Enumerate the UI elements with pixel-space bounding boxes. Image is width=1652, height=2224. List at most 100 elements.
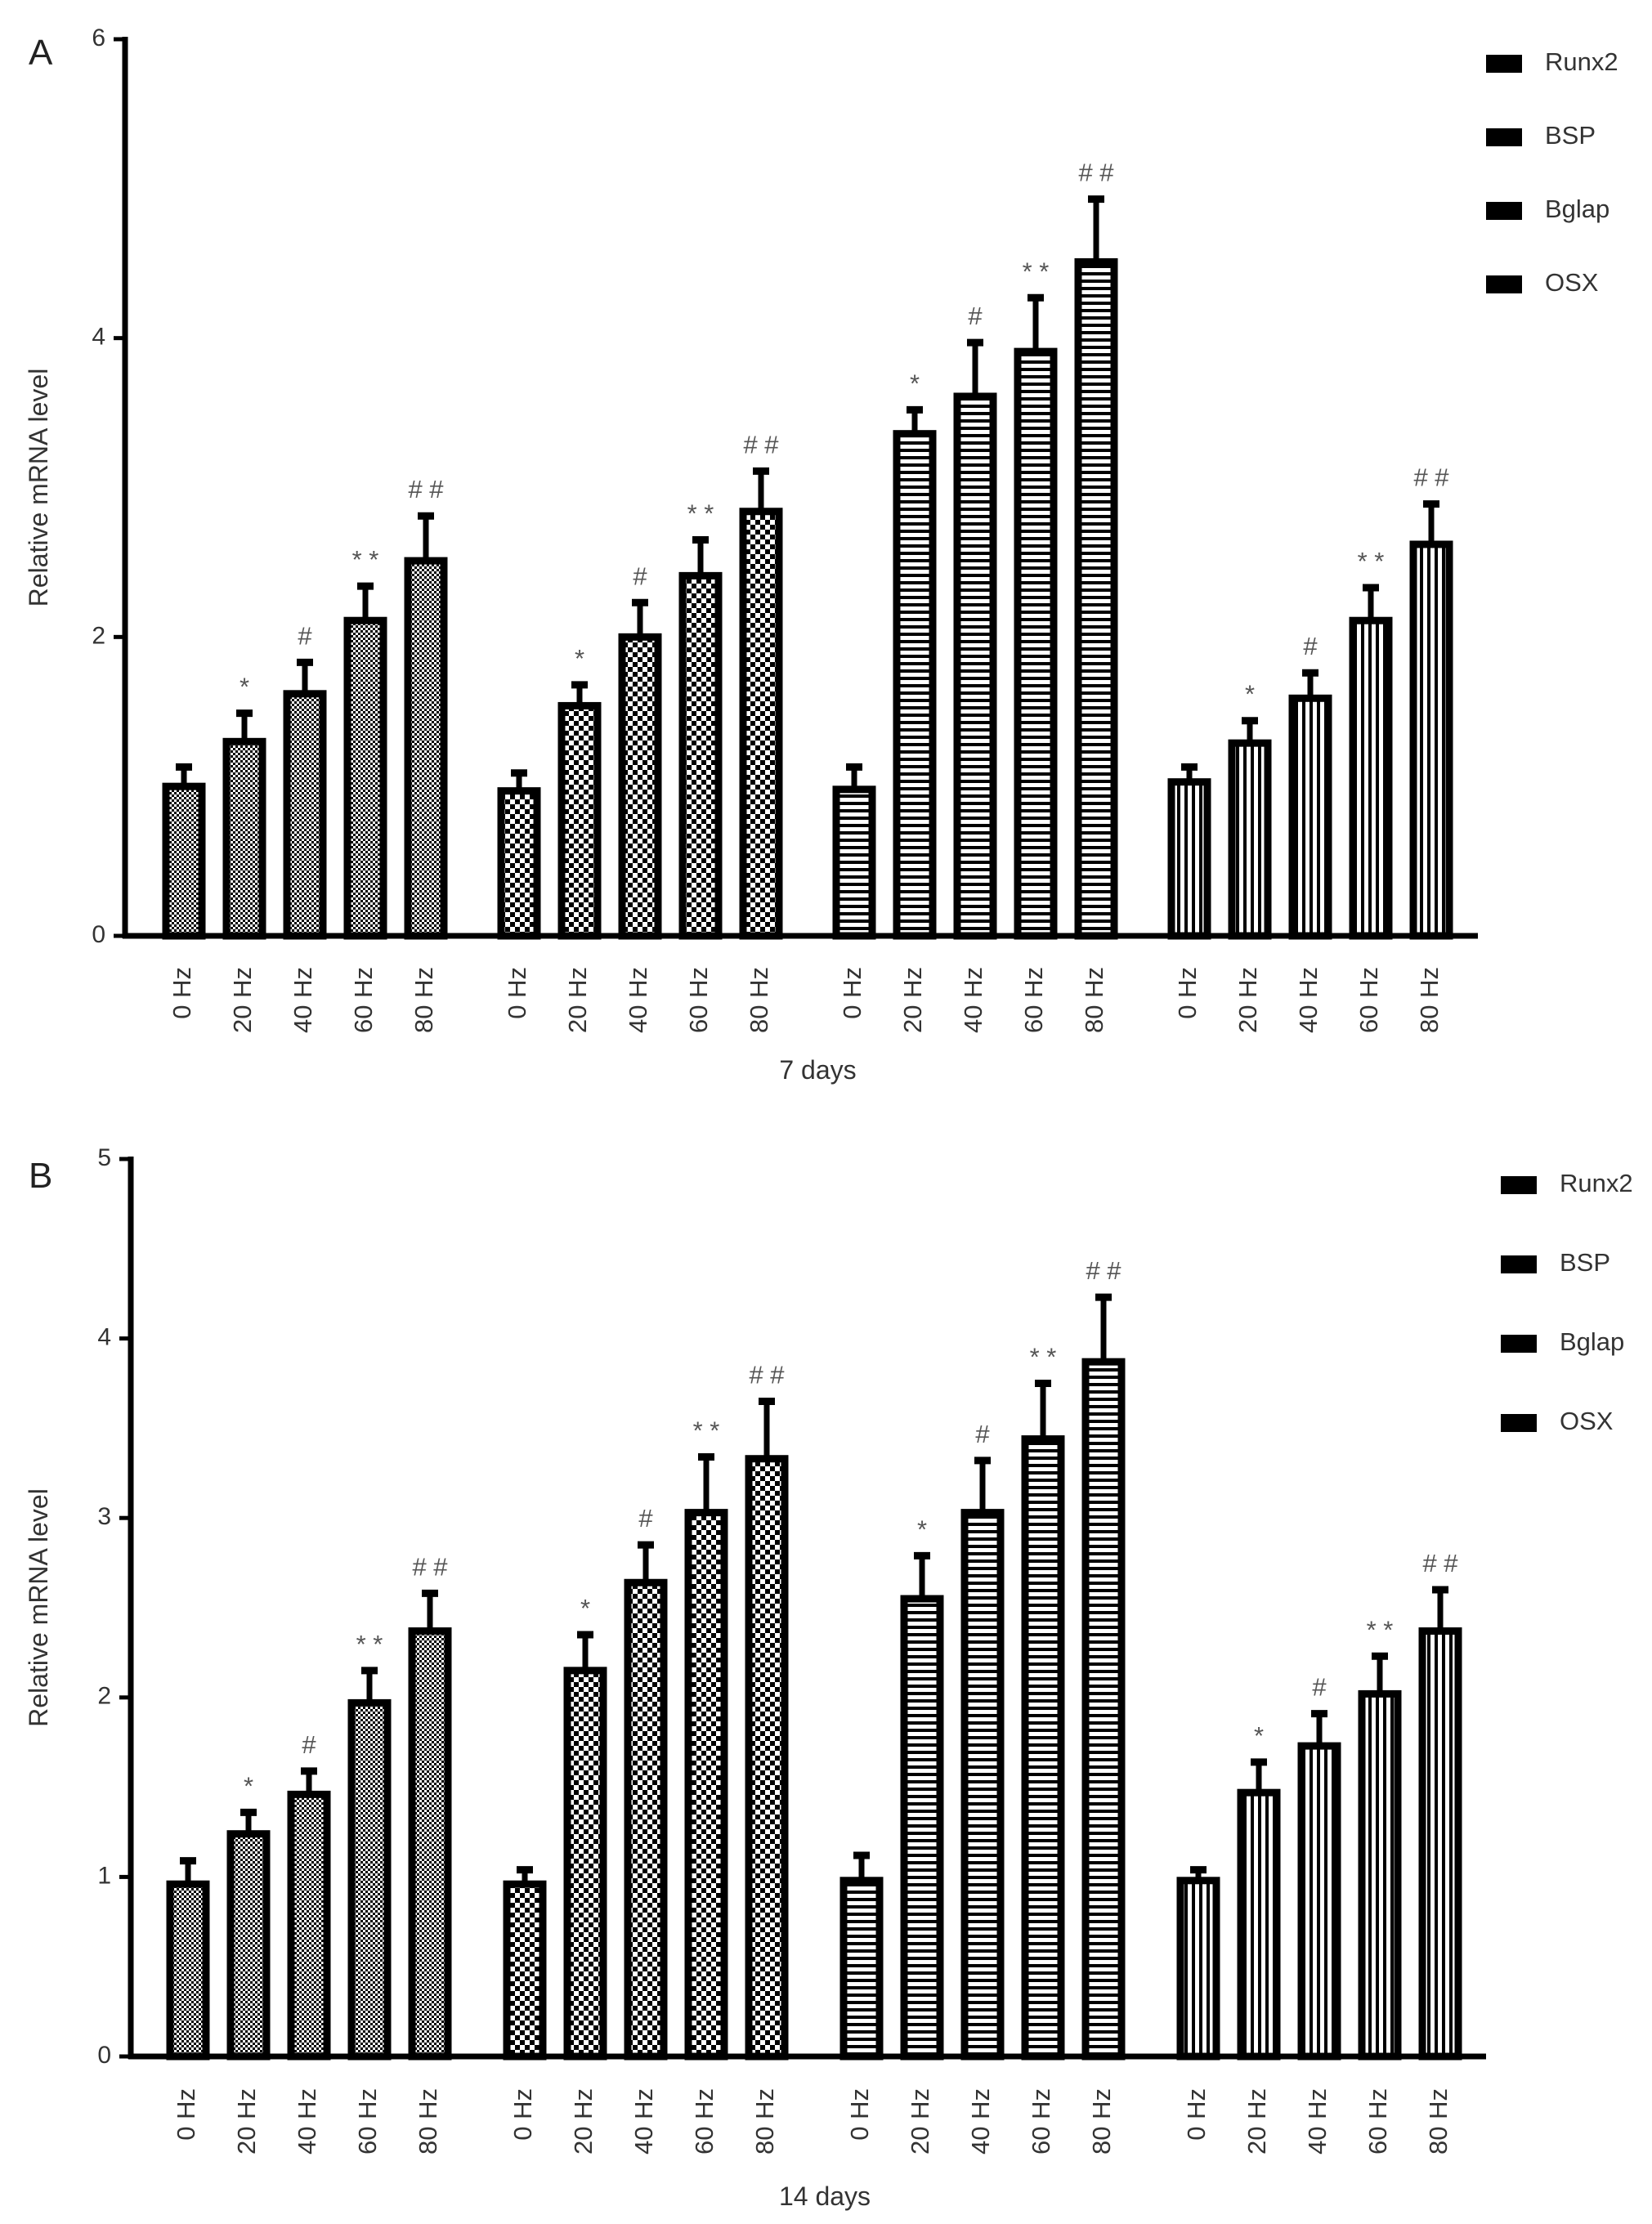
- x-tick-label: 20 Hz: [1242, 2088, 1271, 2155]
- bar: [497, 787, 541, 940]
- x-tick-label: 40 Hz: [1294, 967, 1323, 1033]
- bar: [1358, 1689, 1402, 2061]
- bar: [557, 701, 602, 940]
- y-tick-label: 0: [92, 921, 105, 948]
- significance-marker: * *: [687, 499, 714, 527]
- bar: [408, 1627, 452, 2061]
- significance-marker: * *: [1367, 1615, 1394, 1644]
- x-tick-label: 80 Hz: [1087, 2088, 1116, 2155]
- y-tick-label: 0: [97, 2042, 111, 2069]
- bar: [960, 1509, 1005, 2061]
- y-axis-label: Relative mRNA level: [24, 369, 53, 607]
- significance-marker: #: [633, 562, 647, 590]
- x-tick-label: 40 Hz: [966, 2088, 995, 2155]
- series-bsp: * # * * # #: [503, 1360, 789, 2061]
- significance-marker: # #: [1422, 1549, 1458, 1577]
- significance-marker: * *: [1023, 257, 1050, 285]
- x-tick-label: 0 Hz: [172, 2088, 200, 2141]
- legend-swatch: [1501, 1255, 1537, 1273]
- significance-marker: #: [638, 1504, 653, 1533]
- bar: [166, 1880, 210, 2061]
- series-runx2: * # * * # #: [162, 475, 448, 940]
- legend-swatch: [1501, 1414, 1537, 1432]
- x-tick-label: 80 Hz: [745, 967, 773, 1033]
- bar: [1021, 1435, 1065, 2061]
- y-axis-label: Relative mRNA level: [24, 1488, 53, 1727]
- bar: [347, 1698, 392, 2061]
- panel-label: A: [29, 33, 53, 73]
- x-tick-label: 0 Hz: [838, 967, 866, 1019]
- bar: [745, 1455, 789, 2061]
- bar: [1349, 616, 1393, 940]
- bar: [1297, 1742, 1341, 2061]
- bar: [832, 785, 876, 940]
- bar: [684, 1509, 728, 2061]
- bar: [226, 1830, 271, 2061]
- legend-swatch: [1486, 128, 1522, 146]
- significance-marker: #: [1303, 632, 1318, 660]
- bar: [839, 1877, 884, 2061]
- y-tick-label: 2: [92, 622, 105, 649]
- significance-marker: *: [910, 369, 920, 397]
- significance-marker: #: [975, 1420, 990, 1448]
- significance-marker: *: [575, 644, 584, 673]
- legend-label: Runx2: [1560, 1169, 1633, 1197]
- x-tick-label: 80 Hz: [1415, 967, 1444, 1033]
- x-tick-label: 0 Hz: [503, 967, 531, 1019]
- series-runx2: * # * * # #: [166, 1552, 452, 2061]
- significance-marker: *: [917, 1515, 927, 1543]
- x-tick-label: 20 Hz: [232, 2088, 261, 2155]
- x-tick-label: 40 Hz: [959, 967, 987, 1033]
- significance-marker: * *: [693, 1416, 720, 1445]
- y-tick-label: 4: [92, 324, 105, 351]
- series-bglap: * # * * # #: [839, 1256, 1126, 2061]
- x-tick-label: 20 Hz: [563, 967, 592, 1033]
- x-tick-label: 60 Hz: [1019, 967, 1048, 1033]
- series-bglap: * # * * # #: [832, 159, 1118, 940]
- x-axis-label: 14 days: [779, 2181, 871, 2211]
- x-tick-label: 80 Hz: [410, 967, 438, 1033]
- legend-swatch: [1486, 202, 1522, 220]
- bar: [1074, 257, 1118, 940]
- x-tick-label: 40 Hz: [1303, 2088, 1332, 2155]
- x-tick-label: 0 Hz: [508, 2088, 537, 2141]
- significance-marker: *: [244, 1771, 253, 1800]
- bar: [1167, 778, 1211, 940]
- bar: [162, 782, 206, 940]
- legend: Runx2 BSP Bglap OSX: [1501, 1169, 1633, 1435]
- x-tick-label: 60 Hz: [690, 2088, 719, 2155]
- x-tick-label: 20 Hz: [228, 967, 257, 1033]
- significance-marker: * *: [1358, 547, 1385, 575]
- significance-marker: * *: [356, 1630, 383, 1658]
- bar: [287, 1790, 331, 2061]
- x-tick-label: 60 Hz: [1363, 2088, 1392, 2155]
- bar: [1288, 694, 1332, 940]
- significance-marker: # #: [1413, 463, 1449, 492]
- legend-label: BSP: [1560, 1248, 1610, 1277]
- bar: [893, 430, 937, 940]
- bar: [1228, 739, 1272, 940]
- legend-swatch: [1501, 1176, 1537, 1194]
- bar: [900, 1595, 944, 2061]
- x-tick-label: 0 Hz: [1182, 2088, 1211, 2141]
- chart-panel-b: B 0 1 2 3 4 5 Relative mRNA level 14 days * # * * # …: [24, 1144, 1633, 2211]
- bar: [953, 392, 997, 940]
- x-tick-label: 20 Hz: [898, 967, 927, 1033]
- panel-label: B: [29, 1156, 52, 1196]
- bar: [624, 1578, 668, 2061]
- x-tick-label: 40 Hz: [289, 967, 317, 1033]
- significance-marker: *: [240, 673, 249, 701]
- significance-marker: * *: [1030, 1343, 1057, 1372]
- x-tick-label: 0 Hz: [845, 2088, 874, 2141]
- y-tick-label: 5: [97, 1144, 111, 1171]
- legend-label: BSP: [1545, 121, 1596, 150]
- x-tick-label: 20 Hz: [1233, 967, 1262, 1033]
- significance-marker: # #: [1086, 1256, 1121, 1285]
- y-tick-label: 1: [97, 1862, 111, 1889]
- significance-marker: # #: [749, 1360, 785, 1389]
- significance-marker: *: [1254, 1721, 1264, 1750]
- significance-marker: * *: [352, 545, 379, 574]
- legend-label: Bglap: [1560, 1327, 1624, 1356]
- series-osx: * # * * # #: [1167, 463, 1453, 940]
